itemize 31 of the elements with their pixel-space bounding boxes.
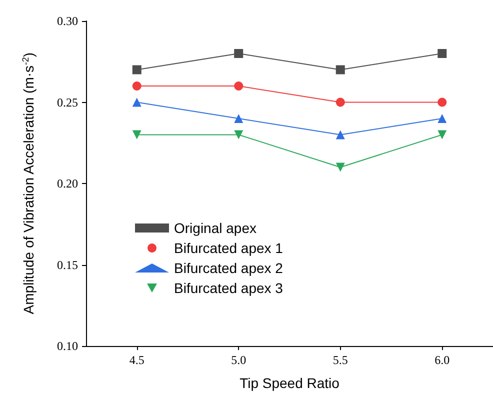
y-tick-label: 0.15 <box>57 258 78 272</box>
point <box>438 114 447 123</box>
point <box>234 114 244 123</box>
legend-label: Bifurcated apex 3 <box>174 280 284 296</box>
point <box>438 98 447 107</box>
point <box>132 130 142 140</box>
point <box>132 82 142 90</box>
x-tick-label: 6.0 <box>434 353 450 367</box>
x-tick-label: 4.5 <box>129 353 144 367</box>
y-tick-label: 0.20 <box>57 176 78 190</box>
point <box>438 49 447 58</box>
point <box>438 130 447 140</box>
point <box>336 162 345 172</box>
y-tick-label: 0.30 <box>57 14 78 28</box>
point <box>336 65 345 74</box>
y-tick-label: 0.10 <box>57 339 78 353</box>
point <box>336 98 345 107</box>
y-axis-title: Amplitude of Vibration Acceleration (m·s-2) <box>20 52 36 314</box>
point <box>132 65 142 74</box>
y-tick-label: 0.25 <box>57 95 78 110</box>
legend-label: Bifurcated apex 2 <box>174 260 284 276</box>
legend-label: Original apex <box>174 220 256 236</box>
legend-label: Bifurcated apex 1 <box>174 240 284 256</box>
x-tick-label: 5.0 <box>231 353 246 367</box>
x-tick-label: 5.5 <box>332 353 348 367</box>
point <box>234 82 244 90</box>
point <box>336 130 345 140</box>
point <box>234 49 244 58</box>
point <box>234 130 244 140</box>
x-axis-title: Tip Speed Ratio <box>240 375 340 391</box>
point <box>132 98 142 107</box>
